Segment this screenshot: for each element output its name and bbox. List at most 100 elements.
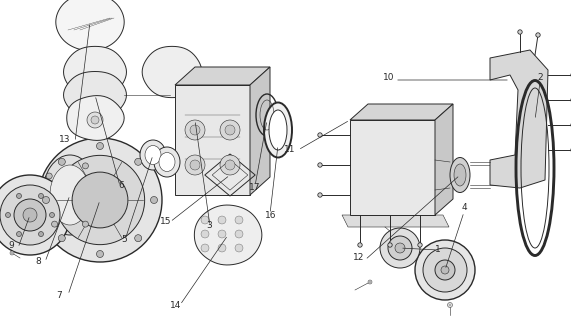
Circle shape bbox=[201, 230, 209, 238]
Text: 9: 9 bbox=[8, 242, 14, 251]
Ellipse shape bbox=[159, 153, 175, 172]
Text: 4: 4 bbox=[461, 204, 467, 212]
Circle shape bbox=[190, 125, 200, 135]
Polygon shape bbox=[350, 120, 435, 215]
Polygon shape bbox=[142, 46, 202, 98]
Circle shape bbox=[235, 216, 243, 224]
Circle shape bbox=[6, 212, 10, 218]
Polygon shape bbox=[342, 215, 449, 227]
Text: 7: 7 bbox=[56, 292, 62, 300]
Polygon shape bbox=[194, 205, 262, 265]
Ellipse shape bbox=[42, 155, 98, 235]
Ellipse shape bbox=[154, 147, 180, 177]
Circle shape bbox=[38, 138, 162, 262]
Text: 5: 5 bbox=[121, 236, 127, 244]
Text: 6: 6 bbox=[118, 181, 124, 190]
Circle shape bbox=[441, 266, 449, 274]
Polygon shape bbox=[175, 67, 270, 85]
Text: 3: 3 bbox=[206, 220, 212, 229]
Text: 8: 8 bbox=[35, 257, 41, 266]
Circle shape bbox=[418, 243, 422, 247]
Circle shape bbox=[435, 260, 455, 280]
Circle shape bbox=[55, 156, 144, 244]
Polygon shape bbox=[250, 67, 270, 195]
Polygon shape bbox=[67, 96, 124, 140]
Circle shape bbox=[42, 196, 50, 204]
Circle shape bbox=[14, 199, 46, 231]
Circle shape bbox=[38, 232, 43, 236]
Circle shape bbox=[38, 194, 43, 198]
Ellipse shape bbox=[454, 164, 466, 186]
Circle shape bbox=[0, 175, 70, 255]
Text: 11: 11 bbox=[284, 146, 296, 155]
Text: 14: 14 bbox=[170, 300, 182, 309]
Circle shape bbox=[201, 244, 209, 252]
Text: 15: 15 bbox=[160, 218, 172, 227]
Circle shape bbox=[218, 216, 226, 224]
Circle shape bbox=[87, 112, 103, 128]
Circle shape bbox=[218, 244, 226, 252]
Text: 17: 17 bbox=[250, 183, 261, 193]
Polygon shape bbox=[490, 50, 548, 188]
Circle shape bbox=[135, 235, 142, 242]
Text: 16: 16 bbox=[266, 211, 277, 220]
Circle shape bbox=[358, 243, 362, 247]
Circle shape bbox=[220, 120, 240, 140]
Circle shape bbox=[151, 196, 158, 204]
Circle shape bbox=[82, 163, 89, 169]
Circle shape bbox=[17, 232, 22, 236]
Circle shape bbox=[96, 142, 103, 149]
Circle shape bbox=[82, 221, 89, 227]
Circle shape bbox=[10, 251, 14, 255]
Polygon shape bbox=[63, 46, 126, 98]
Circle shape bbox=[388, 236, 412, 260]
Text: 2: 2 bbox=[537, 74, 543, 83]
Polygon shape bbox=[350, 104, 453, 120]
Ellipse shape bbox=[145, 146, 161, 164]
Text: 12: 12 bbox=[353, 253, 365, 262]
Circle shape bbox=[190, 160, 200, 170]
Circle shape bbox=[448, 302, 452, 308]
Ellipse shape bbox=[140, 140, 166, 170]
Circle shape bbox=[235, 230, 243, 238]
Circle shape bbox=[220, 155, 240, 175]
Circle shape bbox=[185, 120, 205, 140]
Circle shape bbox=[218, 230, 226, 238]
Circle shape bbox=[201, 216, 209, 224]
Circle shape bbox=[388, 243, 392, 247]
Polygon shape bbox=[175, 85, 250, 195]
Circle shape bbox=[0, 185, 60, 245]
Circle shape bbox=[395, 243, 405, 253]
Circle shape bbox=[17, 194, 22, 198]
Circle shape bbox=[225, 125, 235, 135]
Circle shape bbox=[368, 280, 372, 284]
Circle shape bbox=[72, 172, 128, 228]
Circle shape bbox=[23, 208, 37, 222]
Circle shape bbox=[380, 228, 420, 268]
Circle shape bbox=[318, 163, 322, 167]
Circle shape bbox=[423, 248, 467, 292]
Circle shape bbox=[318, 193, 322, 197]
Text: 1: 1 bbox=[435, 245, 441, 254]
Circle shape bbox=[51, 221, 58, 227]
Circle shape bbox=[518, 30, 522, 34]
Circle shape bbox=[318, 133, 322, 137]
Text: 13: 13 bbox=[59, 135, 71, 145]
Polygon shape bbox=[56, 0, 124, 51]
Circle shape bbox=[58, 158, 65, 165]
Circle shape bbox=[415, 240, 475, 300]
Polygon shape bbox=[435, 104, 453, 215]
Circle shape bbox=[135, 158, 142, 165]
Circle shape bbox=[91, 116, 99, 124]
Circle shape bbox=[46, 173, 52, 179]
Ellipse shape bbox=[450, 157, 470, 193]
Circle shape bbox=[235, 244, 243, 252]
Polygon shape bbox=[63, 71, 126, 118]
Circle shape bbox=[50, 212, 54, 218]
Circle shape bbox=[96, 251, 103, 258]
Ellipse shape bbox=[264, 102, 292, 157]
Text: 10: 10 bbox=[383, 74, 395, 83]
Circle shape bbox=[58, 235, 65, 242]
Ellipse shape bbox=[269, 110, 287, 150]
Circle shape bbox=[536, 33, 540, 37]
